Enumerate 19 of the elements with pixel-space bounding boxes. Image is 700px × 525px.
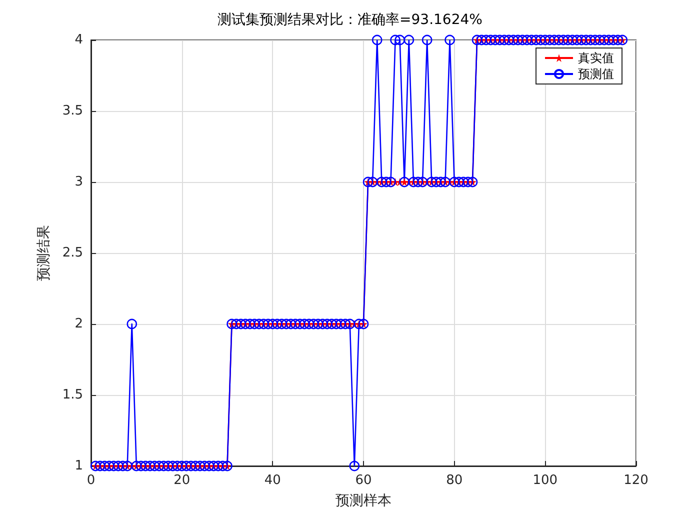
y-tick-label: 3 (74, 174, 83, 190)
x-axis-title: 预测样本 (336, 493, 392, 509)
chart-title: 测试集预测结果对比：准确率=93.1624% (218, 12, 482, 28)
x-tick-label: 80 (446, 473, 463, 488)
x-tick-label: 120 (624, 473, 648, 488)
y-tick-label: 2.5 (62, 246, 83, 260)
x-tick-label: 60 (355, 473, 372, 488)
x-tick-label: 20 (174, 473, 190, 488)
y-tick-label: 4 (74, 32, 83, 48)
y-axis-title: 预测结果 (36, 225, 52, 281)
legend-label: 预测值 (578, 67, 614, 81)
y-tick-label: 1 (74, 458, 83, 474)
y-tick-label: 3.5 (62, 104, 83, 118)
y-tick-label: 1.5 (62, 388, 83, 402)
y-tick-label: 2 (74, 316, 83, 332)
x-tick-label: 0 (86, 473, 96, 488)
x-tick-label: 100 (532, 473, 558, 488)
legend-label: 真实值 (578, 51, 614, 65)
x-tick-label: 40 (264, 473, 281, 488)
